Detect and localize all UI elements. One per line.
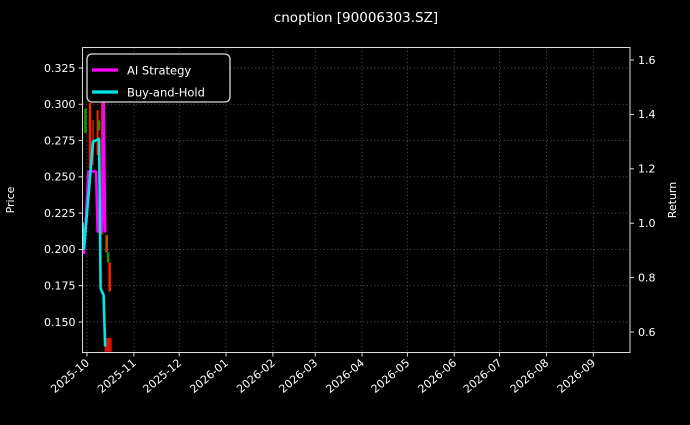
x-tick-label: 2026-07 (461, 356, 505, 396)
series-line-buy-and-hold (82, 137, 107, 347)
tick-layer: 2025-10 2025-11 2025-12 2026-01 2026-022026-… (44, 54, 656, 396)
y-axis-label-price: Price (4, 186, 17, 213)
x-tick-label: 2025-12 (141, 356, 185, 396)
x-tick-label: 2025-10 (48, 356, 92, 396)
price-tick-label: 0.325 (44, 62, 76, 75)
price-tick-label: 0.250 (44, 171, 76, 184)
price-tick-label: 0.275 (44, 134, 76, 147)
price-tick-label: 0.300 (44, 98, 76, 111)
x-tick-label: 2026-03 (277, 356, 321, 396)
price-tick-label: 0.225 (44, 207, 76, 220)
x-tick-label: 2026-02 (234, 356, 278, 396)
y-axis-label-return: Return (666, 182, 679, 219)
legend-label-buy-and-hold: Buy-and-Hold (127, 86, 205, 100)
legend: AI Strategy Buy-and-Hold (86, 53, 231, 103)
x-tick-label: 2026-05 (369, 356, 413, 396)
return-tick-label: 0.8 (638, 271, 656, 284)
chart-title: cnoption [90006303.SZ] (274, 10, 438, 26)
price-tick-label: 0.200 (44, 243, 76, 256)
return-tick-label: 1.6 (638, 54, 656, 67)
return-tick-label: 1.4 (638, 108, 656, 121)
legend-label-ai-strategy: AI Strategy (127, 64, 191, 78)
x-tick-label: 2026-09 (555, 356, 599, 396)
x-tick-label: 2026-04 (323, 356, 367, 396)
return-tick-label: 0.6 (638, 326, 656, 339)
price-tick-label: 0.175 (44, 280, 76, 293)
x-tick-label: 2025-11 (95, 356, 139, 396)
return-tick-label: 1.2 (638, 163, 656, 176)
x-tick-label: 2026-01 (187, 356, 231, 396)
x-tick-label: 2026-08 (508, 356, 552, 396)
return-tick-label: 1.0 (638, 217, 656, 230)
price-tick-label: 0.150 (44, 316, 76, 329)
return-series-layer (82, 99, 107, 347)
plot-frame (82, 47, 631, 353)
legend-box (86, 53, 231, 103)
x-tick-label: 2026-06 (416, 356, 460, 396)
